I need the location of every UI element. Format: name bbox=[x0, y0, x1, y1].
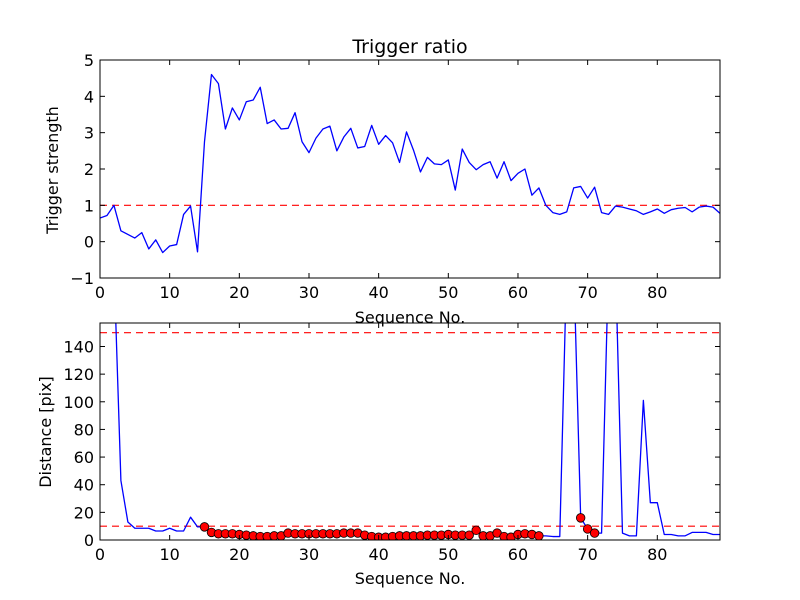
y-tick-label: −1 bbox=[70, 269, 94, 288]
x-tick-label: 10 bbox=[159, 545, 179, 564]
x-tick-label: 20 bbox=[229, 545, 249, 564]
data-point bbox=[575, 513, 586, 523]
y-tick-label: 120 bbox=[63, 365, 94, 384]
data-point bbox=[534, 531, 544, 540]
x-tick-label: 30 bbox=[299, 283, 319, 302]
trigger-ratio-chart: Trigger ratio 0 10 20 30 40 50 60 70 80−1012345 … bbox=[43, 36, 721, 327]
y-tick-label: 1 bbox=[84, 196, 94, 215]
chart-title: Trigger ratio bbox=[351, 36, 467, 58]
series-line bbox=[100, 73, 720, 254]
y-tick-label: 4 bbox=[84, 87, 94, 106]
y-tick-label: 140 bbox=[63, 337, 94, 356]
y-tick-label: 100 bbox=[63, 393, 94, 412]
y-tick-label: 2 bbox=[84, 160, 94, 179]
x-tick-label: 30 bbox=[299, 545, 319, 564]
data-point bbox=[199, 522, 210, 532]
bottom-y-axis-label: Distance [pix] bbox=[36, 376, 55, 488]
y-tick-label: 3 bbox=[84, 124, 94, 143]
bottom-x-axis-label: Sequence No. bbox=[355, 569, 466, 588]
data-point bbox=[471, 525, 481, 536]
x-tick-label: 40 bbox=[368, 283, 388, 302]
x-tick-label: 20 bbox=[229, 283, 249, 302]
x-tick-label: 80 bbox=[647, 545, 667, 564]
y-tick-label: 80 bbox=[74, 420, 94, 439]
x-tick-label: 80 bbox=[647, 283, 667, 302]
bottom-plot-frame bbox=[99, 322, 721, 541]
data-point bbox=[582, 524, 593, 534]
x-tick-label: 10 bbox=[159, 283, 179, 302]
y-tick-label: 60 bbox=[74, 448, 94, 467]
distance-chart: 0 10 20 30 40 50 60 70 80 0 20 40 60 80 100 120 140 Sequ… bbox=[36, 322, 721, 588]
x-tick-label: 60 bbox=[508, 545, 528, 564]
top-x-axis-label: Sequence No. bbox=[355, 308, 466, 327]
x-tick-label: 40 bbox=[368, 545, 388, 564]
x-tick-label: 60 bbox=[508, 283, 528, 302]
y-tick-label: 0 bbox=[84, 531, 94, 550]
x-tick-label: 70 bbox=[577, 283, 597, 302]
x-tick-label: 50 bbox=[438, 545, 458, 564]
x-tick-label: 0 bbox=[95, 283, 105, 302]
y-tick-label: 5 bbox=[84, 51, 94, 70]
x-tick-label: 50 bbox=[438, 283, 458, 302]
data-point bbox=[464, 530, 474, 540]
top-y-axis-label: Trigger strength bbox=[43, 106, 62, 235]
x-tick-label: 0 bbox=[95, 545, 105, 564]
x-tick-label: 70 bbox=[577, 545, 597, 564]
y-tick-label: 40 bbox=[74, 476, 94, 495]
y-tick-label: 0 bbox=[84, 233, 94, 252]
y-tick-label: 20 bbox=[74, 503, 94, 522]
data-point bbox=[589, 528, 600, 538]
